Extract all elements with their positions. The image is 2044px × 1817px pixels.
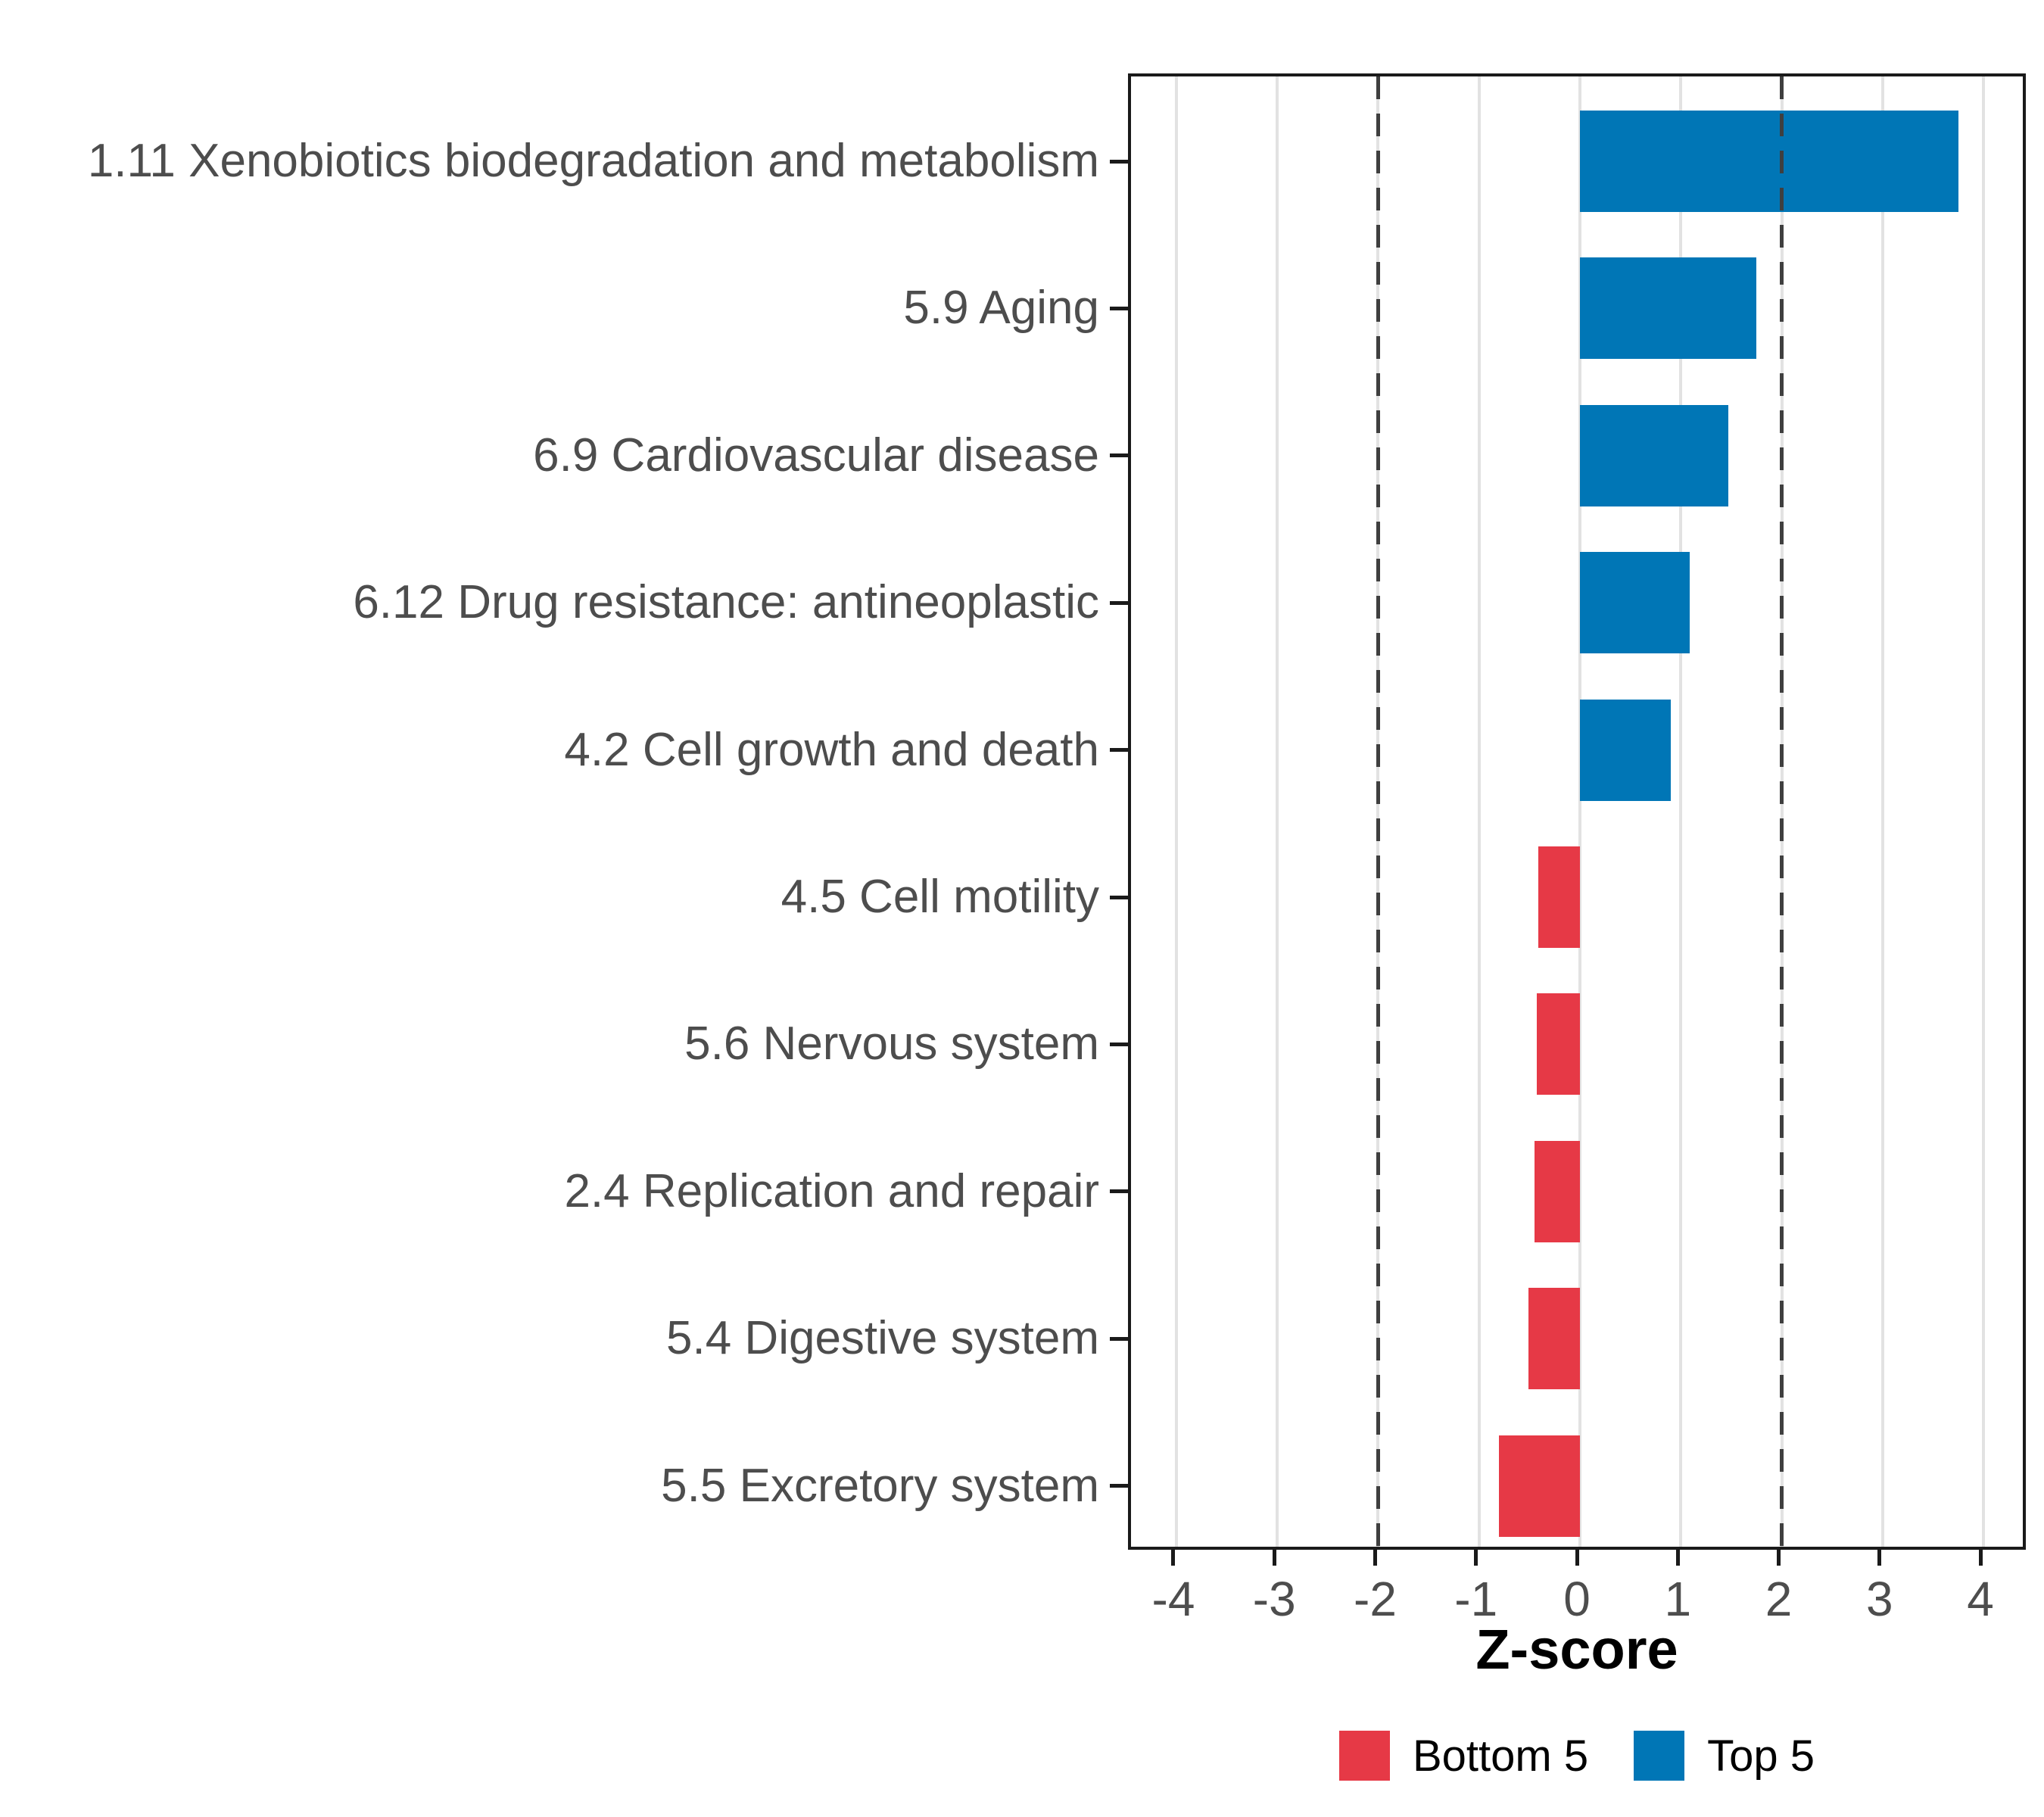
reference-line-dashed [1376,76,1380,1547]
y-axis-tick [1110,1336,1128,1341]
bar-top5 [1580,257,1757,360]
x-axis-tick-label: -3 [1252,1572,1296,1626]
y-axis-label: 6.12 Drug resistance: antineoplastic [353,576,1099,629]
y-axis-label: 5.4 Digestive system [666,1312,1099,1365]
reference-line-dashed [1780,76,1784,1547]
y-axis-label: 5.5 Excretory system [661,1459,1099,1512]
y-axis-tick [1110,748,1128,753]
y-axis-tick [1110,1189,1128,1194]
x-axis-tick-label: -4 [1151,1572,1195,1626]
x-axis-tick [1575,1547,1579,1566]
x-axis-tick [1171,1547,1176,1566]
bar-top5 [1580,552,1690,654]
bar-bottom5 [1538,846,1580,948]
y-axis-tick [1110,159,1128,164]
bar-top5 [1580,699,1671,801]
y-axis-tick [1110,453,1128,458]
legend-swatch-top5 [1634,1731,1685,1781]
x-axis-tick [1373,1547,1377,1566]
legend-label-top5: Top 5 [1707,1731,1815,1781]
y-axis-label: 1.11 Xenobiotics biodegradation and meta… [87,135,1099,187]
plot-panel [1128,73,2026,1550]
x-axis-tick-label: 0 [1563,1572,1591,1626]
x-gridline [1679,76,1683,1547]
bar-bottom5 [1528,1288,1580,1390]
x-gridline [1880,76,1884,1547]
x-axis-tick-label: 2 [1765,1572,1793,1626]
x-gridline [1276,76,1279,1547]
y-axis-tick [1110,1042,1128,1046]
bar-bottom5 [1535,1140,1580,1242]
bar-bottom5 [1499,1435,1580,1537]
y-axis-label: 4.2 Cell growth and death [564,723,1099,776]
y-axis-label: 5.6 Nervous system [684,1018,1099,1071]
y-axis-label: 5.9 Aging [903,282,1099,335]
x-axis-tick [1777,1547,1781,1566]
x-gridline [1982,76,1986,1547]
bar-bottom5 [1536,993,1580,1095]
x-axis-tick-label: -2 [1354,1572,1397,1626]
x-gridline [1578,76,1581,1547]
x-axis-tick [1877,1547,1882,1566]
bar-top5 [1580,111,1958,212]
y-axis-tick [1110,600,1128,605]
x-axis-tick-label: 4 [1967,1572,1994,1626]
bar-top5 [1580,404,1728,506]
x-gridline [1477,76,1481,1547]
legend: Bottom 5 Top 5 [1128,1729,2026,1782]
x-axis-tick-label: 3 [1865,1572,1893,1626]
legend-label-bottom5: Bottom 5 [1412,1731,1589,1781]
y-axis-label: 2.4 Replication and repair [564,1164,1099,1217]
x-axis-tick-label: 1 [1664,1572,1692,1626]
x-axis-tick [1675,1547,1680,1566]
x-axis-title: Z-score [1475,1618,1678,1681]
x-axis-tick-label: -1 [1454,1572,1498,1626]
x-axis-tick [1978,1547,1983,1566]
y-axis-label: 6.9 Cardiovascular disease [533,429,1099,482]
x-axis-tick [1474,1547,1478,1566]
legend-swatch-bottom5 [1338,1731,1390,1781]
y-axis-label: 4.5 Cell motility [781,871,1099,923]
x-gridline [1174,76,1178,1547]
x-axis-tick [1272,1547,1276,1566]
y-axis-tick [1110,1484,1128,1488]
y-axis-tick [1110,306,1128,310]
y-axis-tick [1110,895,1128,899]
